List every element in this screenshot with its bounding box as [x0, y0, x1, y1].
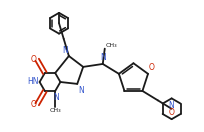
Text: O: O — [30, 100, 36, 109]
Text: O: O — [148, 63, 154, 72]
Text: CH₃: CH₃ — [49, 108, 61, 113]
Text: O: O — [168, 108, 174, 117]
Text: N: N — [78, 86, 84, 95]
Text: HN: HN — [27, 77, 38, 86]
Text: CH₃: CH₃ — [105, 43, 117, 48]
Text: N: N — [99, 53, 105, 62]
Text: O: O — [30, 55, 36, 64]
Text: N: N — [53, 93, 59, 102]
Text: N: N — [168, 101, 174, 110]
Text: N: N — [62, 46, 68, 55]
